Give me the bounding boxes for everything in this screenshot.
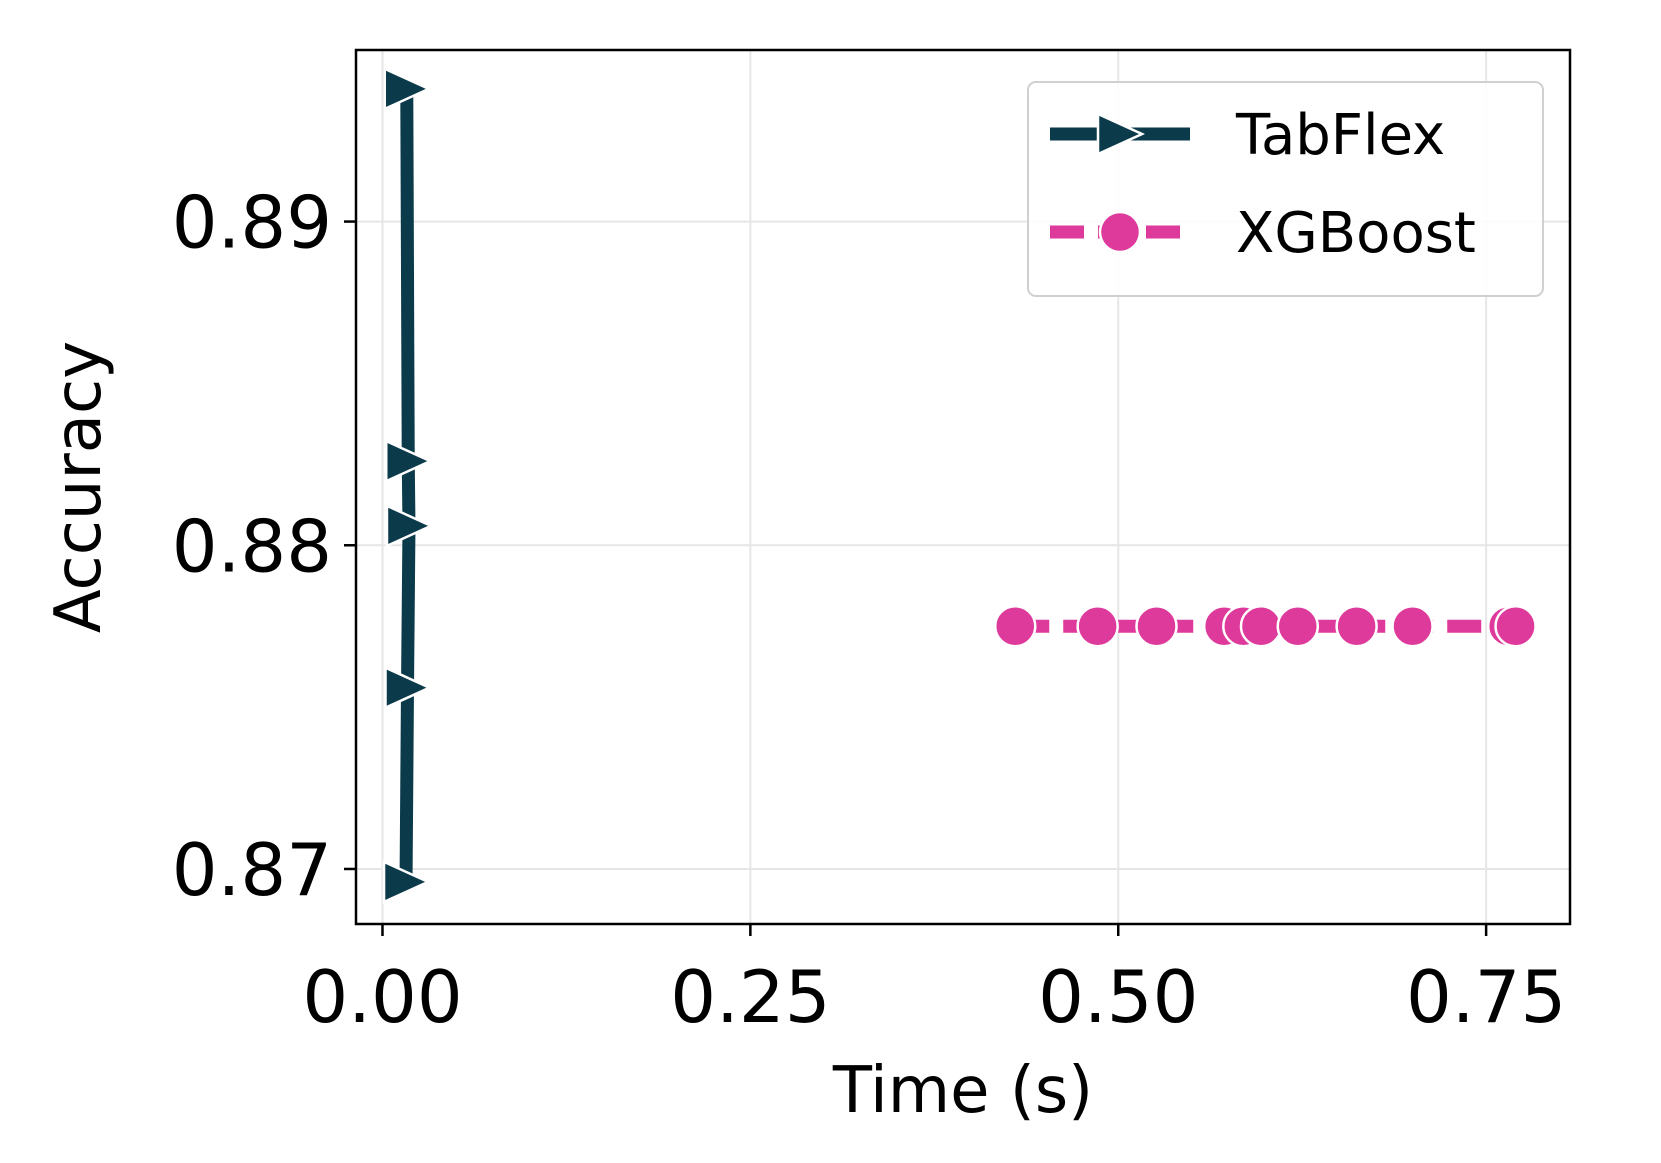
x-axis-label: Time (s) — [832, 1054, 1093, 1128]
series-0 — [382, 66, 434, 904]
legend-label: TabFlex — [1235, 103, 1445, 168]
series-line — [399, 88, 416, 882]
y-tick-label: 0.88 — [172, 504, 332, 588]
legend-marker — [1096, 112, 1146, 156]
data-point — [384, 439, 434, 484]
y-axis-label: Accuracy — [42, 341, 116, 633]
y-tick-label: 0.89 — [172, 181, 332, 265]
data-point — [1335, 604, 1378, 648]
axis-ticks: 0.00 0.25 0.50 0.75 0.87 0.88 0.89 — [172, 181, 1567, 1039]
data-point — [1076, 604, 1119, 648]
x-tick-label: 0.25 — [670, 955, 830, 1039]
data-point — [385, 503, 434, 548]
plot-area — [382, 66, 1537, 904]
x-tick-label: 0.00 — [302, 955, 462, 1039]
legend: TabFlex XGBoost — [1027, 81, 1544, 297]
data-point — [1135, 604, 1178, 648]
y-tick-label: 0.87 — [172, 828, 332, 912]
legend-entry: TabFlex — [1050, 103, 1445, 168]
data-point — [1239, 604, 1283, 648]
legend-entry: XGBoost — [1050, 201, 1476, 266]
data-point — [384, 665, 433, 710]
data-point — [1276, 604, 1320, 648]
x-tick-label: 0.50 — [1038, 955, 1198, 1039]
data-point — [383, 66, 432, 111]
series-1 — [993, 604, 1537, 648]
data-point — [1494, 604, 1537, 648]
data-point — [993, 604, 1037, 648]
data-point — [1391, 604, 1434, 648]
x-tick-label: 0.75 — [1406, 955, 1566, 1039]
legend-label: XGBoost — [1236, 201, 1476, 266]
data-point — [382, 859, 432, 904]
legend-marker — [1098, 210, 1142, 254]
plot-frame — [354, 48, 1572, 926]
